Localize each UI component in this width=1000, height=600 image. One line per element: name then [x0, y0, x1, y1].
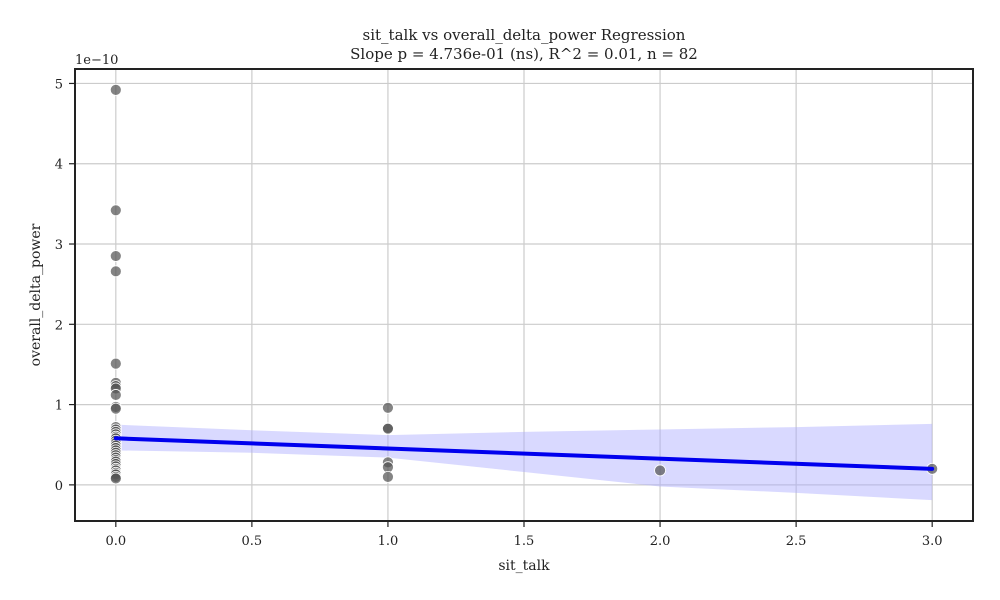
y-axis-scale-label: 1e−10	[75, 53, 118, 68]
scatter-point	[382, 470, 394, 483]
scatter-point	[109, 204, 122, 217]
scatter-point	[109, 472, 122, 485]
scatter-point	[382, 401, 394, 414]
grid	[75, 69, 973, 521]
x-tick-label: 0.5	[242, 534, 263, 549]
x-tick-label: 1.5	[514, 534, 535, 549]
scatter-point	[382, 422, 394, 435]
x-tick-label: 1.0	[378, 534, 399, 549]
chart-subtitle: Slope p = 4.736e-01 (ns), R^2 = 0.01, n …	[350, 45, 698, 63]
y-tick-label: 0	[55, 479, 63, 494]
scatter-points-layer	[109, 83, 939, 485]
x-tick-label: 0.0	[105, 534, 126, 549]
regression-line	[113, 436, 935, 471]
chart-title: sit_talk vs overall_delta_power Regressi…	[363, 26, 686, 44]
confidence-band-layer	[115, 423, 933, 501]
axis-ticks: 0.0 0.5 1.0 1.5 2.0 2.5 3.0 0 1 2 3 4 5	[55, 77, 943, 549]
scatter-point	[654, 464, 666, 477]
y-axis-label: overall_delta_power	[28, 223, 44, 366]
y-tick-label: 2	[55, 318, 63, 333]
x-axis-label: sit_talk	[498, 558, 550, 574]
scatter-point	[109, 265, 122, 278]
x-tick-label: 2.5	[786, 534, 807, 549]
scatter-point	[109, 402, 122, 415]
scatter-point	[109, 389, 122, 401]
x-tick-label: 3.0	[922, 534, 943, 549]
x-tick-label: 2.0	[650, 534, 671, 549]
scatter-point	[109, 83, 122, 96]
y-tick-label: 4	[55, 158, 63, 173]
y-tick-label: 3	[55, 238, 63, 253]
confidence-band	[115, 423, 933, 501]
regression-line-layer	[113, 436, 935, 471]
scatter-point	[109, 250, 122, 262]
scatter-point	[109, 357, 122, 370]
y-tick-label: 5	[55, 77, 63, 92]
y-tick-label: 1	[55, 399, 63, 414]
